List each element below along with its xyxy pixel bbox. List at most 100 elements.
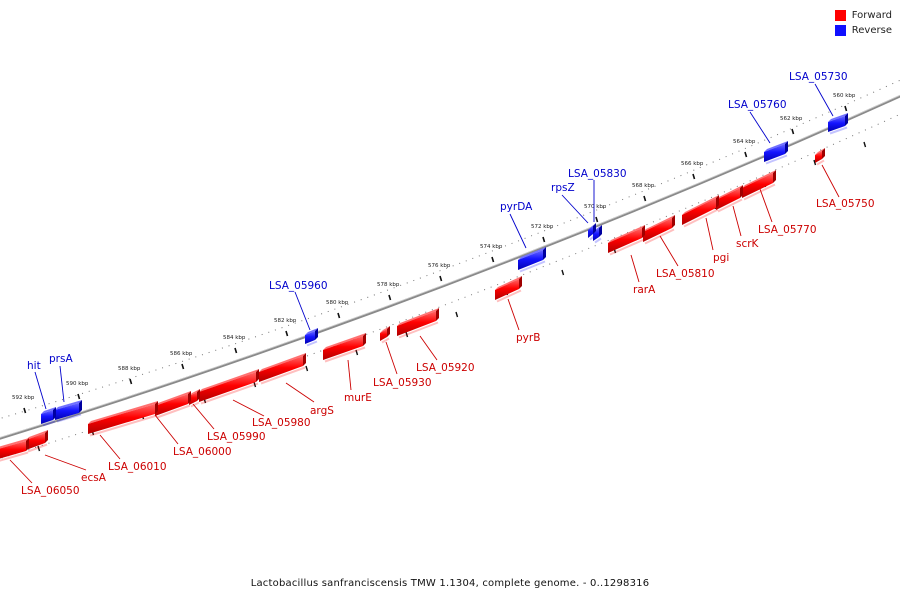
gene-top-face xyxy=(55,400,82,410)
label-lsa-05830[interactable]: LSA_05830 xyxy=(568,168,627,180)
leader-pyrda xyxy=(509,213,527,249)
tick-mark xyxy=(844,105,848,112)
gene-rpsz[interactable] xyxy=(588,223,596,241)
gene-top-face xyxy=(397,308,439,326)
gene-hit[interactable] xyxy=(41,407,56,427)
label-scrk[interactable]: scrK xyxy=(736,238,760,250)
gene-lsa-05980[interactable] xyxy=(199,369,259,405)
gene-side-face xyxy=(53,407,56,420)
label-pyrda[interactable]: pyrDA xyxy=(500,201,533,213)
gene-lsa-05810[interactable] xyxy=(643,215,675,245)
gene-side-face xyxy=(363,333,366,346)
label-rara[interactable]: rarA xyxy=(633,284,656,296)
tick-mark xyxy=(23,407,27,414)
gene-lsa-05930[interactable] xyxy=(380,326,390,344)
gene-scrk[interactable] xyxy=(716,185,743,213)
gene-front-face xyxy=(0,441,26,459)
gene-lsa-05750[interactable] xyxy=(815,148,825,166)
label-lsa-05760[interactable]: LSA_05760 xyxy=(728,99,787,111)
gene-front-face xyxy=(305,331,315,344)
tick-mark xyxy=(863,141,867,148)
gene-ecsa[interactable] xyxy=(26,430,48,453)
gene-shadow xyxy=(42,420,56,427)
label-lsa-05810[interactable]: LSA_05810 xyxy=(656,268,715,280)
leader-pgi xyxy=(705,217,714,251)
figure-caption: Lactobacillus sanfranciscensis TMW 1.130… xyxy=(250,578,650,589)
gene-top-face xyxy=(305,328,318,335)
label-lsa-06050[interactable]: LSA_06050 xyxy=(21,485,80,497)
gene-side-face xyxy=(387,326,390,337)
leader-lsa-05760 xyxy=(749,111,771,144)
gene-mure[interactable] xyxy=(323,333,366,363)
gene-rara[interactable] xyxy=(608,225,645,256)
label-prsa[interactable]: prsA xyxy=(49,353,73,365)
label-ecsa[interactable]: ecsA xyxy=(81,472,107,484)
label-lsa-05730[interactable]: LSA_05730 xyxy=(789,71,848,83)
label-pyrb[interactable]: pyrB xyxy=(516,332,540,344)
gene-lsa-05920[interactable] xyxy=(397,308,439,339)
label-lsa-05930[interactable]: LSA_05930 xyxy=(373,377,432,389)
gene-args[interactable] xyxy=(259,353,306,385)
leader-prsa xyxy=(59,365,65,403)
label-lsa-05770[interactable]: LSA_05770 xyxy=(758,224,817,236)
lower-dotted-track xyxy=(0,113,900,459)
label-lsa-05920[interactable]: LSA_05920 xyxy=(416,362,475,374)
label-mure[interactable]: murE xyxy=(344,392,372,404)
gene-side-face xyxy=(436,308,439,321)
leader-lsa-05750 xyxy=(821,164,840,198)
tick-label-566-kbp: 566 kbp xyxy=(681,161,704,167)
label-lsa-05980[interactable]: LSA_05980 xyxy=(252,417,311,429)
gene-features xyxy=(0,113,848,462)
gene-pyrda[interactable] xyxy=(518,247,546,273)
gene-lsa-06000[interactable] xyxy=(155,391,191,419)
label-pgi[interactable]: pgi xyxy=(713,252,729,264)
tick-mark xyxy=(813,159,817,166)
label-lsa-06010[interactable]: LSA_06010 xyxy=(108,461,167,473)
gene-prsa[interactable] xyxy=(55,400,82,423)
gene-shadow xyxy=(519,260,546,273)
label-lsa-05990[interactable]: LSA_05990 xyxy=(207,431,266,443)
gene-lsa-06050[interactable] xyxy=(0,438,29,462)
gene-side-face xyxy=(543,247,546,260)
leader-lsa-05770 xyxy=(759,188,773,223)
gene-front-face xyxy=(716,188,740,210)
gene-lsa-05960[interactable] xyxy=(305,328,318,347)
gene-lsa-05760[interactable] xyxy=(764,141,788,165)
gene-shadow xyxy=(644,228,675,245)
label-lsa-06000[interactable]: LSA_06000 xyxy=(173,446,232,458)
gene-shadow xyxy=(594,237,602,244)
label-lsa-05960[interactable]: LSA_05960 xyxy=(269,280,328,292)
gene-lsa-05770[interactable] xyxy=(742,170,776,201)
gene-front-face xyxy=(55,403,79,420)
tick-label-590-kbp: 590 kbp xyxy=(66,381,89,387)
gene-side-face xyxy=(315,328,318,340)
gene-pyrb[interactable] xyxy=(495,276,522,303)
label-hit[interactable]: hit xyxy=(27,360,41,372)
tick-mark xyxy=(77,393,81,400)
gene-side-face xyxy=(642,225,645,238)
label-args[interactable]: argS xyxy=(310,405,334,417)
tick-mark xyxy=(37,445,41,452)
gene-shadow xyxy=(743,183,776,201)
gene-lsa-06010[interactable] xyxy=(88,401,158,437)
leader-scrk xyxy=(732,205,742,237)
leader-rara xyxy=(630,254,640,283)
tick-label-576-kbp: 576 kbp xyxy=(428,263,451,269)
legend-reverse-label: Reverse xyxy=(851,25,892,36)
leader-lsa-06050 xyxy=(9,459,33,484)
gene-lsa-05730[interactable] xyxy=(828,113,848,135)
tick-mark xyxy=(181,363,185,370)
gene-top-face xyxy=(26,430,48,440)
label-rpsz[interactable]: rpsZ xyxy=(551,182,575,194)
gene-pgi[interactable] xyxy=(682,195,719,228)
label-lsa-05750[interactable]: LSA_05750 xyxy=(816,198,875,210)
gene-shadow xyxy=(496,289,522,303)
gene-shadow xyxy=(324,346,366,363)
gene-front-face xyxy=(26,433,45,450)
gene-top-face xyxy=(495,276,522,290)
gene-side-face xyxy=(197,389,200,401)
gene-front-face xyxy=(828,116,845,132)
gene-shadow xyxy=(156,404,191,419)
gene-front-face xyxy=(608,228,642,253)
